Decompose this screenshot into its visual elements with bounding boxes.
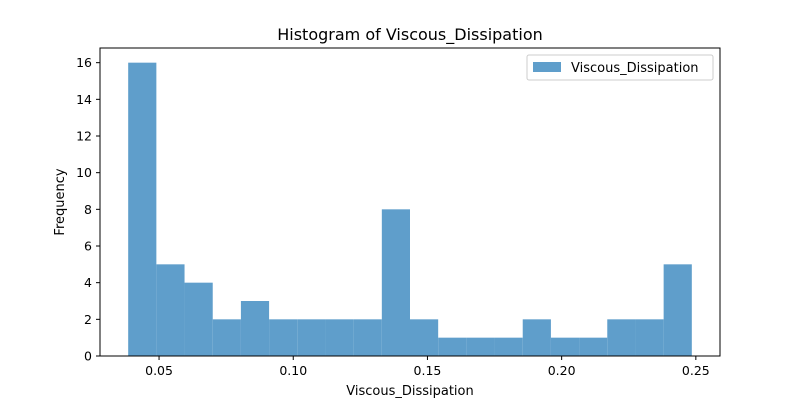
- y-tick-label: 8: [84, 202, 92, 217]
- chart-title: Histogram of Viscous_Dissipation: [277, 25, 543, 45]
- histogram-bar: [353, 319, 382, 356]
- histogram-bar: [128, 62, 157, 357]
- y-tick-label: 12: [76, 129, 92, 144]
- x-tick-label: 0.20: [548, 363, 576, 378]
- y-tick-label: 10: [76, 165, 92, 180]
- histogram-bar: [579, 337, 608, 356]
- y-tick-label: 14: [76, 92, 92, 107]
- histogram-bar: [438, 337, 467, 356]
- bars-group: [128, 62, 692, 357]
- y-tick-label: 16: [76, 55, 92, 70]
- x-axis-label: Viscous_Dissipation: [346, 384, 474, 399]
- x-tick-label: 0.05: [145, 363, 173, 378]
- histogram-bar: [156, 264, 185, 356]
- histogram-bar: [410, 319, 439, 356]
- histogram-bar: [494, 337, 523, 356]
- histogram-bar: [325, 319, 354, 356]
- histogram-bar: [381, 209, 410, 356]
- y-tick-label: 2: [84, 312, 92, 327]
- y-axis-label: Frequency: [53, 168, 68, 235]
- plot-frame: [99, 47, 721, 357]
- histogram-bar: [240, 301, 270, 356]
- legend-box: [526, 54, 714, 81]
- histogram-bar: [663, 264, 692, 356]
- histogram-bar: [607, 319, 636, 356]
- histogram-bar: [212, 319, 241, 356]
- x-axis-ticks: 0.05 0.10 0.15 0.20 0.25: [145, 356, 710, 378]
- histogram-bar: [269, 319, 298, 356]
- y-tick-label: 0: [84, 349, 92, 364]
- histogram-bar: [635, 319, 664, 356]
- y-tick-label: 6: [84, 239, 92, 254]
- y-tick-label: 4: [84, 275, 92, 290]
- y-axis-ticks: 0 2 4 6 8 10 12 14 16: [76, 55, 100, 364]
- histogram-bar: [522, 319, 551, 356]
- x-tick-label: 0.10: [279, 363, 307, 378]
- x-tick-label: 0.15: [414, 363, 442, 378]
- histogram-bar: [184, 282, 213, 356]
- histogram-bar: [466, 337, 495, 356]
- legend-swatch: [533, 62, 561, 72]
- x-tick-label: 0.25: [682, 363, 710, 378]
- histogram-bar: [297, 319, 326, 356]
- histogram-bar: [550, 337, 580, 356]
- legend: Viscous_Dissipation: [526, 54, 714, 81]
- legend-label: Viscous_Dissipation: [571, 61, 699, 76]
